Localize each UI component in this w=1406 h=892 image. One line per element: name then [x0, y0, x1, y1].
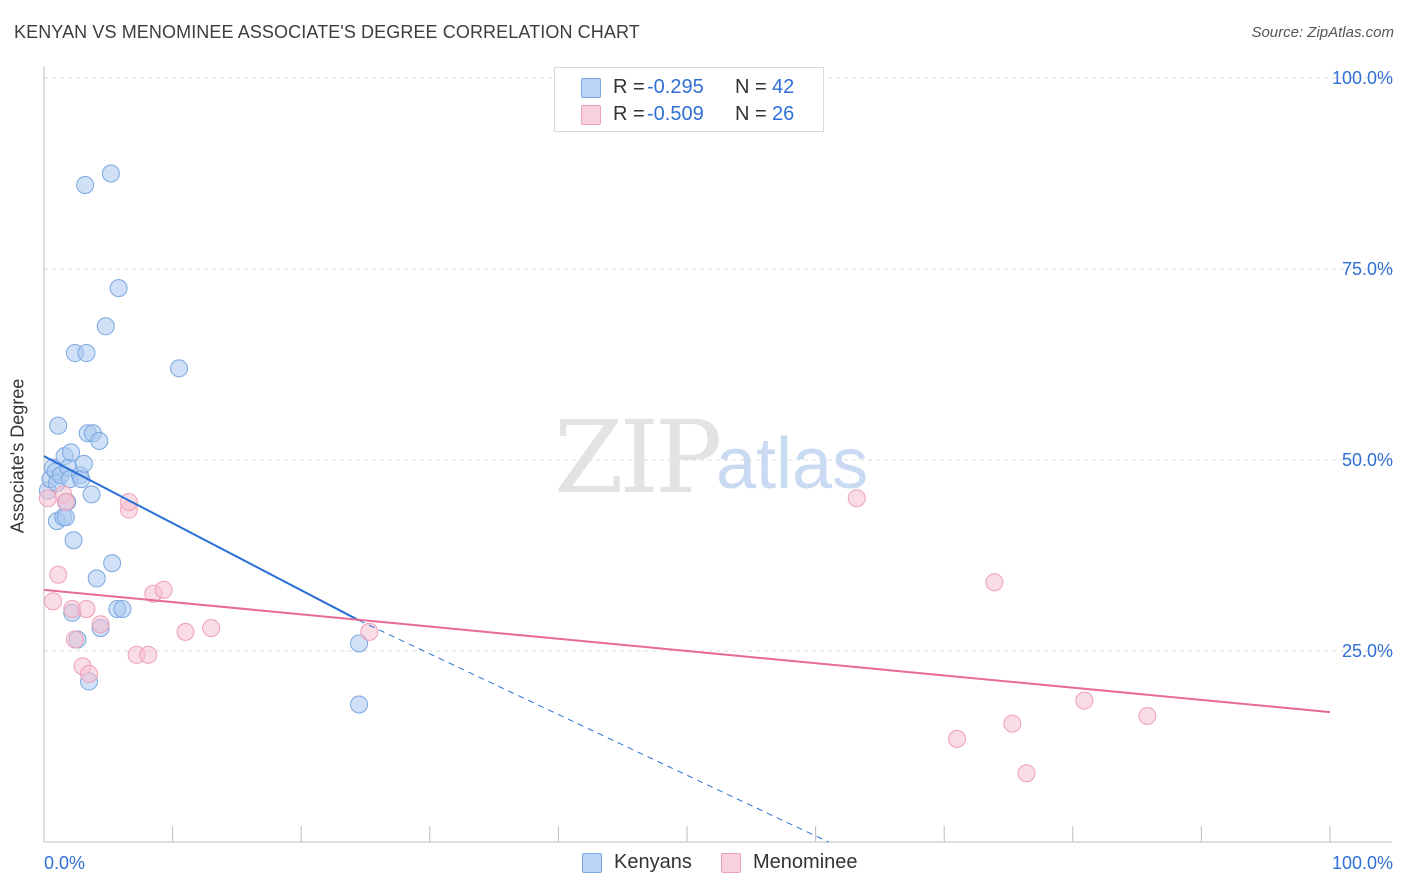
kenyans-label: Kenyans — [614, 851, 692, 873]
chart-title: KENYAN VS MENOMINEE ASSOCIATE'S DEGREE C… — [14, 22, 640, 42]
x-tick-label: 0.0% — [44, 853, 85, 873]
menominee-trend-line — [43, 588, 1331, 714]
kenyans-point — [113, 599, 132, 618]
menominee-point — [65, 630, 84, 649]
kenyans-swatch — [582, 853, 602, 873]
source-label: Source: ZipAtlas.com — [1251, 24, 1394, 41]
kenyans-point — [62, 443, 81, 462]
kenyans-swatch — [581, 78, 601, 98]
menominee-point — [154, 580, 173, 599]
y-axis-label: Associate's Degree — [7, 378, 28, 534]
legend-r-label: R = — [613, 76, 645, 98]
legend-n-value: 42 — [772, 76, 795, 98]
watermark-zip: ZIP — [554, 399, 719, 516]
legend-r-label: R = — [613, 103, 645, 125]
menominee-point — [1075, 691, 1094, 710]
menominee-swatch — [581, 105, 601, 125]
menominee-point — [1003, 714, 1022, 733]
kenyans-point — [350, 634, 369, 653]
menominee-point — [44, 592, 63, 611]
menominee-point — [1138, 706, 1157, 725]
menominee-point — [80, 664, 99, 683]
y-tick-label: 50.0% — [1342, 450, 1393, 470]
kenyans-point — [82, 485, 101, 504]
stats-legend: R = -0.295 N = 42 R = -0.509 N = 26 — [554, 67, 824, 132]
kenyans-point — [103, 554, 122, 573]
legend-n-label: N = — [735, 103, 767, 125]
menominee-point — [847, 489, 866, 508]
legend-n-value: 26 — [772, 103, 795, 125]
legend-n-label: N = — [735, 76, 767, 98]
menominee-point — [1017, 764, 1036, 783]
kenyans-point — [109, 279, 128, 298]
y-tick-label: 100.0% — [1332, 68, 1393, 88]
kenyans-trend-line — [43, 455, 360, 622]
kenyans-point — [49, 416, 68, 435]
menominee-label: Menominee — [753, 851, 858, 873]
watermark-atlas: atlas — [716, 424, 868, 504]
menominee-point — [38, 489, 57, 508]
menominee-point — [77, 599, 96, 618]
legend-r-value: -0.295 — [647, 76, 704, 98]
menominee-point — [176, 622, 195, 641]
kenyans-point — [101, 164, 120, 183]
menominee-point — [91, 615, 110, 634]
x-tick-label: 100.0% — [1332, 853, 1393, 873]
menominee-point — [139, 645, 158, 664]
kenyans-point — [77, 344, 96, 363]
y-tick-label: 25.0% — [1342, 641, 1393, 661]
kenyans-point — [56, 508, 75, 527]
kenyans-point — [170, 359, 189, 378]
menominee-point — [985, 573, 1004, 592]
kenyans-point — [350, 695, 369, 714]
menominee-point — [360, 622, 379, 641]
menominee-point — [56, 493, 75, 512]
kenyans-point — [96, 317, 115, 336]
y-tick-label: 75.0% — [1342, 259, 1393, 279]
menominee-swatch — [721, 853, 741, 873]
kenyans-point — [64, 531, 83, 550]
kenyans-point — [76, 175, 95, 194]
menominee-point — [202, 619, 221, 638]
kenyans-point — [90, 431, 109, 450]
menominee-point — [49, 565, 68, 584]
kenyans-trend-extension — [358, 619, 829, 843]
menominee-point — [119, 493, 138, 512]
kenyans-point — [87, 569, 106, 588]
legend-r-value: -0.509 — [647, 103, 704, 125]
menominee-point — [948, 729, 967, 748]
kenyans-point — [74, 454, 93, 473]
